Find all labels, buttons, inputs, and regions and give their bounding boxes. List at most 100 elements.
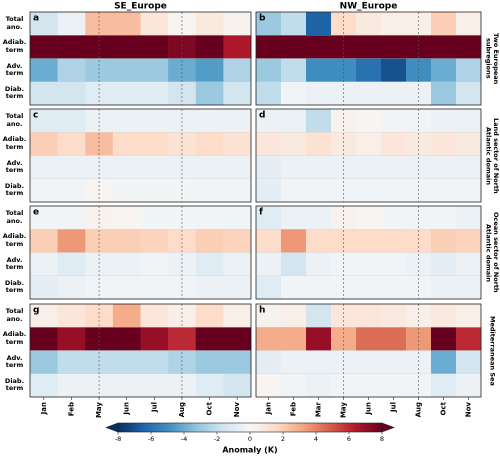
heat-cell (112, 12, 141, 36)
heat-cell (306, 350, 332, 375)
colorbar-swatch (120, 423, 123, 432)
heat-cell (112, 304, 141, 328)
colorbar-swatch (210, 423, 213, 432)
colorbar-swatch (203, 423, 207, 432)
x-tick-label: Nov (465, 402, 473, 418)
row-label: Total ano. (5, 15, 24, 31)
heat-cell (456, 304, 482, 328)
colorbar-swatch (124, 423, 128, 432)
heat-cell (195, 12, 224, 36)
colorbar-swatch (371, 423, 374, 432)
colorbar-swatch (379, 423, 383, 432)
heat-cell (223, 155, 252, 180)
heat-cell (85, 252, 114, 277)
colorbar-swatch (265, 423, 268, 432)
heat-cell (30, 275, 58, 300)
heat-cell (381, 132, 407, 156)
heat-cell (381, 109, 407, 133)
colorbar-swatch (236, 423, 240, 432)
colorbar-swatch (243, 423, 246, 432)
heat-cell (356, 155, 382, 180)
heat-cell (30, 373, 58, 398)
heat-cell (381, 35, 407, 59)
heat-cell (281, 81, 307, 106)
heat-cell (57, 35, 86, 59)
colorbar-swatch (199, 423, 202, 432)
heat-cell (57, 373, 86, 398)
heat-cell (281, 58, 307, 83)
colorbar-swatch (184, 423, 187, 432)
heat-cell (281, 155, 307, 180)
heat-cell (140, 178, 169, 203)
heat-cell (456, 350, 482, 375)
heat-cell (195, 155, 224, 180)
heat-cell (223, 12, 252, 36)
heat-cell (456, 155, 482, 180)
heat-cell (85, 206, 114, 230)
colorbar-swatch (157, 423, 161, 432)
heat-cell (168, 58, 197, 83)
heat-cell (57, 58, 86, 83)
heat-cell (112, 229, 141, 253)
heat-cell (281, 275, 307, 300)
heat-cell (356, 304, 382, 328)
heat-cell (356, 58, 382, 83)
heat-cell (356, 327, 382, 351)
heat-cell (112, 373, 141, 398)
colorbar-swatch (122, 423, 125, 432)
heat-cell (30, 350, 58, 375)
heat-cell (223, 206, 252, 230)
heat-cell (57, 350, 86, 375)
colorbar-swatch (135, 423, 139, 432)
colorbar-swatch (298, 423, 301, 432)
heat-cell (356, 275, 382, 300)
heat-cell (381, 252, 407, 277)
x-tick-label: Jan (265, 402, 273, 415)
heat-cell (30, 12, 58, 36)
heat-cell (381, 12, 407, 36)
colorbar-swatch (179, 423, 183, 432)
heat-cell (456, 35, 482, 59)
heat-cell (406, 206, 432, 230)
x-tick-label: Jul (150, 402, 158, 413)
colorbar-swatch (118, 423, 121, 432)
heat-cell (456, 58, 482, 83)
colorbar-swatch (219, 423, 222, 432)
heat-cell (406, 58, 432, 83)
colorbar-swatch (267, 423, 271, 432)
heat-cell (140, 327, 169, 351)
row-label: Adiab. term (2, 135, 27, 151)
colorbar-swatch (206, 423, 209, 432)
colorbar-swatch (322, 423, 326, 432)
row-label: Adiab. term (2, 38, 27, 54)
heat-cell (356, 373, 382, 398)
heat-cell (195, 275, 224, 300)
heat-cell (256, 178, 282, 203)
heat-cell (431, 373, 457, 398)
heat-cell (306, 35, 332, 59)
colorbar-swatch (208, 423, 211, 432)
colorbar-swatch (335, 423, 339, 432)
colorbar-swatch (327, 423, 330, 432)
colorbar-tick-label: 2 (281, 435, 285, 443)
heat-cell (223, 81, 252, 106)
heat-cell (456, 109, 482, 133)
colorbar-swatch (316, 423, 319, 432)
heat-cell (256, 155, 282, 180)
heat-cell (195, 304, 224, 328)
heat-cell (381, 206, 407, 230)
colorbar-swatch (142, 423, 145, 432)
colorbar-swatch (254, 423, 257, 432)
heat-cell (256, 81, 282, 106)
heat-cell (140, 373, 169, 398)
heat-cell (256, 132, 282, 156)
heat-cell (281, 12, 307, 36)
heat-cell (406, 132, 432, 156)
region-label: Ocean sector of North Atlantic domain (484, 212, 500, 293)
heat-cell (256, 229, 282, 253)
colorbar-swatch (146, 423, 150, 432)
heat-cell (223, 109, 252, 133)
heat-cell (331, 252, 357, 277)
heat-cell (281, 373, 307, 398)
colorbar-extend-low (105, 422, 119, 433)
